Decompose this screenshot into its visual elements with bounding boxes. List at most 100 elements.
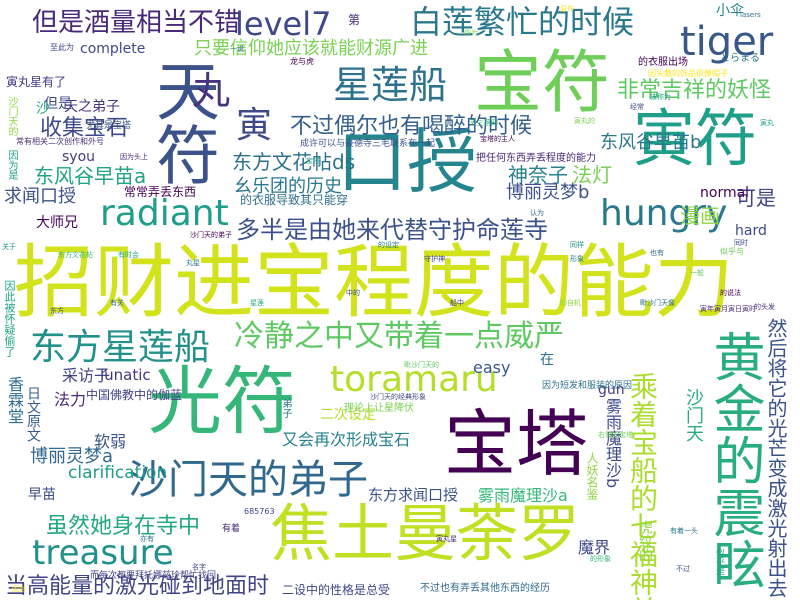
word: 幺乐团的历史: [234, 176, 342, 197]
word: 寅年寅月寅日寅时: [700, 305, 756, 313]
word: 丸星: [186, 259, 200, 267]
word: 招财进宝程度的能力: [14, 236, 734, 329]
word: 常常弄丢东西: [124, 185, 197, 199]
word: hungry: [600, 193, 728, 234]
word: 经常: [630, 103, 644, 111]
word: 当高能量的激光碰到地面时: [5, 574, 270, 599]
word: treasure: [32, 533, 174, 573]
word: 黄金的震眩: [704, 330, 764, 590]
word: lasers: [740, 11, 761, 19]
word: tiger: [680, 19, 774, 65]
word: 采访子: [62, 366, 111, 385]
word: 然后将它的光芒变成激光射出去: [764, 318, 788, 598]
word: 虎纹的: [637, 520, 653, 562]
word: 雾雨魔理沙a: [478, 486, 568, 505]
word: 二次设定: [320, 407, 376, 423]
word: 关于: [2, 243, 16, 251]
word: 光符: [148, 359, 296, 445]
word: 天之弟子: [64, 99, 120, 115]
word: 乘着宝船的七福神弟子: [626, 372, 659, 600]
word: 法灯: [572, 163, 612, 187]
word: level7: [235, 5, 332, 43]
word: 右侧的宝塔: [598, 431, 633, 439]
word: 丸: [192, 69, 231, 113]
word: hard: [735, 223, 767, 239]
word: 寅丸星有了: [6, 75, 67, 89]
word: 认为: [530, 209, 544, 217]
word: 中国佛教中的伽蓝: [86, 388, 183, 402]
word: 的头发: [754, 303, 775, 311]
word: 亦有: [140, 535, 154, 543]
word: lunatic: [100, 366, 151, 384]
word: 沙: [36, 101, 50, 117]
word: 一般: [690, 269, 704, 277]
word: とらまる: [720, 53, 760, 64]
word: 大师兄: [36, 215, 78, 231]
word: 的形象: [590, 555, 611, 563]
word: 原作: [560, 5, 574, 13]
word: 守护神: [424, 255, 445, 263]
word: 东方求闻口授: [368, 486, 459, 504]
word: 尤其是宝塔: [86, 121, 132, 131]
word: syou: [62, 149, 96, 165]
word: 东风谷早苗b: [600, 132, 702, 153]
word: 名字: [192, 563, 206, 571]
word: 被称为: [650, 93, 671, 101]
word: 因为头上: [120, 153, 148, 161]
word: 的衣服出场: [638, 57, 688, 68]
word: 同样: [570, 241, 584, 249]
word: 也有: [650, 249, 664, 257]
word: 求闻口授: [4, 186, 76, 207]
word: 寅: [236, 105, 273, 146]
word: 但是酒量相当不错: [32, 8, 241, 38]
word: 星莲船: [333, 63, 448, 107]
word: 小伞: [716, 3, 744, 19]
word: complete: [80, 41, 146, 57]
word: 漫画: [680, 204, 720, 228]
word: 常有相关二次创作和外号: [16, 137, 104, 146]
word: 因为短发和服装的原因: [542, 381, 633, 391]
word: 不过: [676, 565, 690, 573]
word: 人妖名鉴: [585, 452, 599, 500]
word: 毗沙门天的: [404, 361, 439, 369]
word: 东方星莲船: [30, 327, 211, 368]
word: 因此被怀疑偷了: [3, 280, 16, 357]
word: 沙门天的弟子: [128, 457, 368, 503]
word: 天符: [145, 58, 219, 186]
word: easy: [473, 358, 511, 377]
word: 中的: [346, 289, 360, 297]
word: 宝塔: [306, 157, 320, 165]
word: 香霖堂: [5, 376, 24, 424]
word: 寅丸: [760, 119, 774, 127]
word: 多半是由她来代替守护命莲寺: [236, 216, 548, 244]
word: toramaru: [330, 359, 498, 400]
word: 星莲: [250, 299, 264, 307]
word: 龙与虎: [290, 57, 314, 66]
word: 东方文花帖: [58, 251, 93, 259]
word: 焦土曼荼罗: [270, 497, 581, 570]
word: 的设定: [378, 241, 399, 249]
word: 二设中的性格是总受: [282, 583, 391, 597]
word: 博丽灵梦a: [30, 446, 114, 467]
word: 可是: [736, 186, 776, 210]
word: 早苗: [28, 487, 56, 503]
word: clarification: [68, 463, 168, 483]
word: 口授: [337, 121, 477, 203]
word: 宝塔: [444, 402, 589, 486]
word: 毗沙门天像: [640, 299, 675, 307]
word: 不过也有弄丢其他东西的经历: [420, 583, 550, 594]
word: 神奈子: [508, 163, 568, 187]
word: 在: [540, 352, 554, 368]
word: 软弱: [94, 432, 127, 451]
word: radiant: [100, 193, 229, 234]
word: 形象: [570, 255, 584, 263]
word: 东风谷早苗a: [34, 164, 147, 188]
word: 一说: [230, 45, 244, 53]
word: 有时会: [118, 251, 139, 259]
word: 因为: [12, 585, 26, 593]
word: 寅符: [633, 102, 758, 175]
word: 沙门天的弟子: [190, 231, 232, 239]
word: 的自机: [560, 299, 581, 307]
word: 685763: [244, 507, 275, 516]
